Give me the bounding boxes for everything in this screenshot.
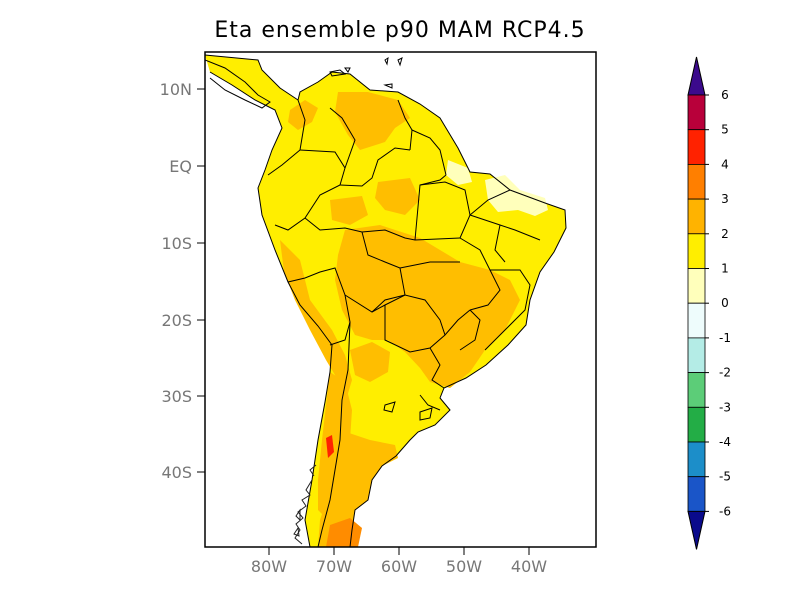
lon-tick-70w: 70W: [316, 557, 352, 576]
colorbar-swatch: [687, 268, 706, 304]
lat-tick-30s: 30S: [161, 387, 192, 406]
orange-chaco: [350, 342, 390, 382]
lat-tick-20s: 20S: [161, 311, 192, 330]
map-frame: [204, 51, 597, 548]
colorbar-swatch: [687, 476, 706, 512]
red-andes-spot: [326, 435, 334, 458]
lat-axis: [197, 88, 205, 473]
colorbar-label: -4: [719, 435, 731, 449]
orange-rondonia: [330, 196, 368, 225]
colorbar-label: 4: [721, 157, 729, 171]
map-fields: [205, 55, 566, 547]
colorbar-swatch: [687, 198, 706, 235]
light-yellow-northeast: [485, 175, 548, 216]
colorbar-label: 5: [721, 123, 729, 137]
lat-tick-10n: 10N: [160, 80, 192, 99]
colorbar-label: -1: [719, 331, 731, 345]
lon-tick-60w: 60W: [381, 557, 417, 576]
colorbar-swatch: [687, 163, 706, 200]
colorbar-label: -3: [719, 400, 731, 414]
colorbar-label: 6: [721, 88, 729, 102]
chile-coast: [293, 464, 317, 545]
light-yellow-guyana: [446, 160, 472, 185]
lat-tick-10s: 10S: [161, 234, 192, 253]
colorbar-swatch: [687, 129, 706, 165]
colorbar-swatch: [687, 233, 706, 269]
colorbar-label: -5: [719, 470, 731, 484]
orange-central: [335, 225, 520, 388]
colorbar-swatch: [687, 372, 706, 408]
lon-axis: [268, 547, 530, 555]
lat-tick-eq: EQ: [169, 157, 192, 176]
country-borders: [205, 54, 567, 547]
colorbar-label: 3: [721, 192, 729, 206]
colorbar-top-arrow: [687, 56, 706, 96]
colorbar-swatch: [687, 441, 706, 478]
orange-andes-south: [318, 372, 352, 520]
colorbar: 6 5 4 3 2 1 0 -1 -2 -3 -4 -5 -6: [687, 56, 731, 550]
lon-tick-80w: 80W: [251, 557, 287, 576]
colorbar-label: 0: [721, 296, 729, 310]
orange-patagonia: [318, 430, 398, 547]
colorbar-label: -6: [719, 504, 731, 518]
orange-amazon-south: [375, 178, 420, 215]
map-title: Eta ensemble p90 MAM RCP4.5: [214, 18, 586, 43]
lat-tick-40s: 40S: [161, 463, 192, 482]
colorbar-label: 2: [721, 227, 729, 241]
colorbar-swatch: [687, 94, 706, 131]
colorbar-bottom-arrow: [687, 510, 706, 550]
orange-amazon: [335, 92, 410, 150]
colorbar-swatch: [687, 337, 706, 373]
lon-tick-40w: 40W: [511, 557, 547, 576]
colorbar-swatch: [687, 406, 706, 443]
colorbar-swatch: [687, 302, 706, 339]
colorbar-label: 1: [721, 262, 729, 276]
lon-tick-50w: 50W: [446, 557, 482, 576]
colorbar-label: -2: [719, 366, 731, 380]
